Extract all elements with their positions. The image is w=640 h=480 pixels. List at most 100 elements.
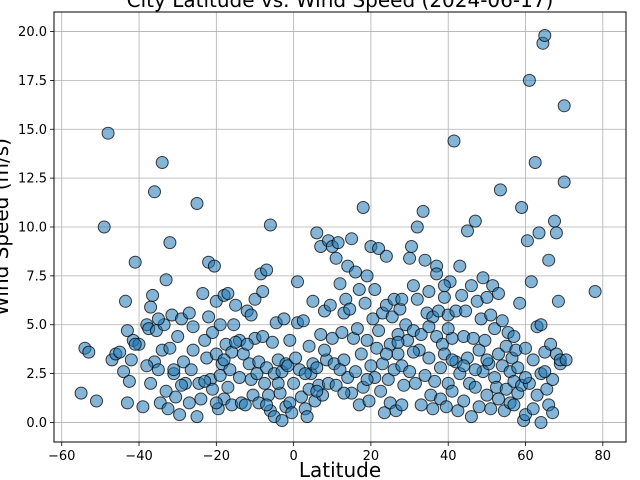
scatter-point bbox=[310, 226, 324, 240]
scatter-point bbox=[148, 185, 161, 199]
scatter-point bbox=[524, 275, 538, 289]
x-axis-label: Latitude bbox=[299, 458, 381, 480]
scatter-point bbox=[484, 308, 498, 322]
scatter-point bbox=[310, 361, 324, 375]
scatter-point bbox=[405, 240, 418, 253]
scatter-point bbox=[184, 363, 198, 377]
scatter-point bbox=[464, 279, 478, 293]
scatter-point bbox=[519, 341, 532, 355]
scatter-point bbox=[544, 337, 558, 351]
scatter-point bbox=[358, 296, 372, 310]
scatter-point bbox=[551, 294, 565, 308]
scatter-point bbox=[437, 279, 451, 293]
scatter-point bbox=[329, 251, 343, 265]
scatter-point bbox=[356, 201, 370, 214]
scatter-point bbox=[492, 392, 505, 406]
scatter-point bbox=[151, 363, 165, 377]
scatter-point bbox=[391, 347, 405, 361]
scatter-point bbox=[151, 312, 165, 326]
scatter-point bbox=[370, 341, 384, 355]
scatter-point bbox=[349, 265, 362, 279]
scatter-point bbox=[468, 380, 482, 394]
scatter-point bbox=[495, 314, 509, 328]
scatter-point bbox=[97, 220, 111, 234]
scatter-point bbox=[285, 406, 299, 420]
scatter-point bbox=[240, 337, 254, 351]
scatter-point bbox=[260, 398, 274, 412]
scatter-point bbox=[391, 335, 405, 349]
scatter-point bbox=[464, 410, 478, 424]
scatter-point bbox=[177, 355, 190, 369]
scatter-point bbox=[428, 374, 442, 388]
scatter-point bbox=[416, 204, 430, 218]
scatter-point bbox=[480, 388, 494, 402]
x-tick-label: 20 bbox=[363, 449, 380, 464]
scatter-point bbox=[331, 236, 345, 250]
scatter-point bbox=[271, 376, 285, 390]
scatter-point bbox=[144, 376, 158, 390]
scatter-point bbox=[530, 388, 544, 402]
scatter-point bbox=[186, 343, 200, 357]
scatter-point bbox=[468, 363, 482, 377]
scatter-point bbox=[549, 226, 563, 240]
scatter-point bbox=[163, 341, 177, 355]
scatter-point bbox=[306, 294, 320, 308]
scatter-point bbox=[437, 290, 451, 304]
scatter-point bbox=[410, 220, 424, 234]
scatter-point bbox=[291, 275, 304, 289]
scatter-point bbox=[395, 398, 409, 412]
scatter-point bbox=[538, 29, 552, 42]
x-tick-label: 0 bbox=[289, 449, 297, 464]
scatter-point bbox=[244, 308, 258, 322]
scatter-point bbox=[117, 365, 131, 379]
x-tick-label: −40 bbox=[125, 449, 152, 464]
y-tick-label: 7.5 bbox=[26, 269, 47, 284]
scatter-point bbox=[229, 298, 243, 312]
scatter-point bbox=[493, 183, 507, 197]
scatter-point bbox=[457, 359, 471, 373]
scatter-point bbox=[206, 382, 219, 396]
scatter-point bbox=[258, 376, 272, 390]
scatter-point bbox=[455, 288, 469, 302]
scatter-point bbox=[379, 249, 393, 263]
y-tick-label: 10.0 bbox=[18, 221, 47, 236]
scatter-point bbox=[476, 271, 490, 285]
scatter-point bbox=[213, 318, 227, 332]
scatter-point bbox=[507, 398, 521, 412]
scatter-point bbox=[256, 330, 270, 343]
scatter-point bbox=[434, 361, 447, 375]
scatter-point bbox=[478, 333, 492, 347]
scatter-point bbox=[372, 242, 386, 255]
scatter-point bbox=[294, 390, 308, 404]
y-tick-label: 15.0 bbox=[18, 123, 47, 138]
scatter-point bbox=[260, 263, 274, 277]
scatter-point bbox=[546, 406, 560, 420]
scatter-point bbox=[283, 333, 297, 347]
scatter-point bbox=[337, 386, 351, 400]
scatter-point bbox=[559, 353, 573, 367]
scatter-point bbox=[186, 320, 200, 334]
scatter-point bbox=[540, 382, 554, 396]
scatter-point bbox=[439, 400, 453, 414]
y-axis-label: Wind Speed (m/s) bbox=[0, 138, 13, 316]
scatter-point bbox=[538, 365, 552, 379]
y-tick-label: 20.0 bbox=[18, 25, 47, 40]
scatter-point bbox=[368, 283, 382, 296]
scatter-point bbox=[318, 343, 331, 357]
scatter-point bbox=[190, 197, 204, 210]
scatter-point bbox=[588, 285, 602, 298]
scatter-point bbox=[120, 396, 134, 410]
scatter-point bbox=[381, 373, 395, 386]
scatter-point bbox=[159, 273, 173, 287]
scatter-point bbox=[298, 367, 312, 381]
scatter-point bbox=[520, 234, 534, 248]
scatter-point bbox=[366, 312, 380, 326]
x-tick-label: 60 bbox=[517, 449, 534, 464]
scatter-point bbox=[182, 306, 196, 320]
scatter-point bbox=[159, 384, 173, 398]
scatter-point bbox=[362, 394, 376, 408]
scatter-point bbox=[209, 396, 223, 410]
scatter-point bbox=[217, 353, 231, 367]
scatter-point bbox=[374, 384, 388, 398]
scatter-point bbox=[256, 285, 270, 298]
